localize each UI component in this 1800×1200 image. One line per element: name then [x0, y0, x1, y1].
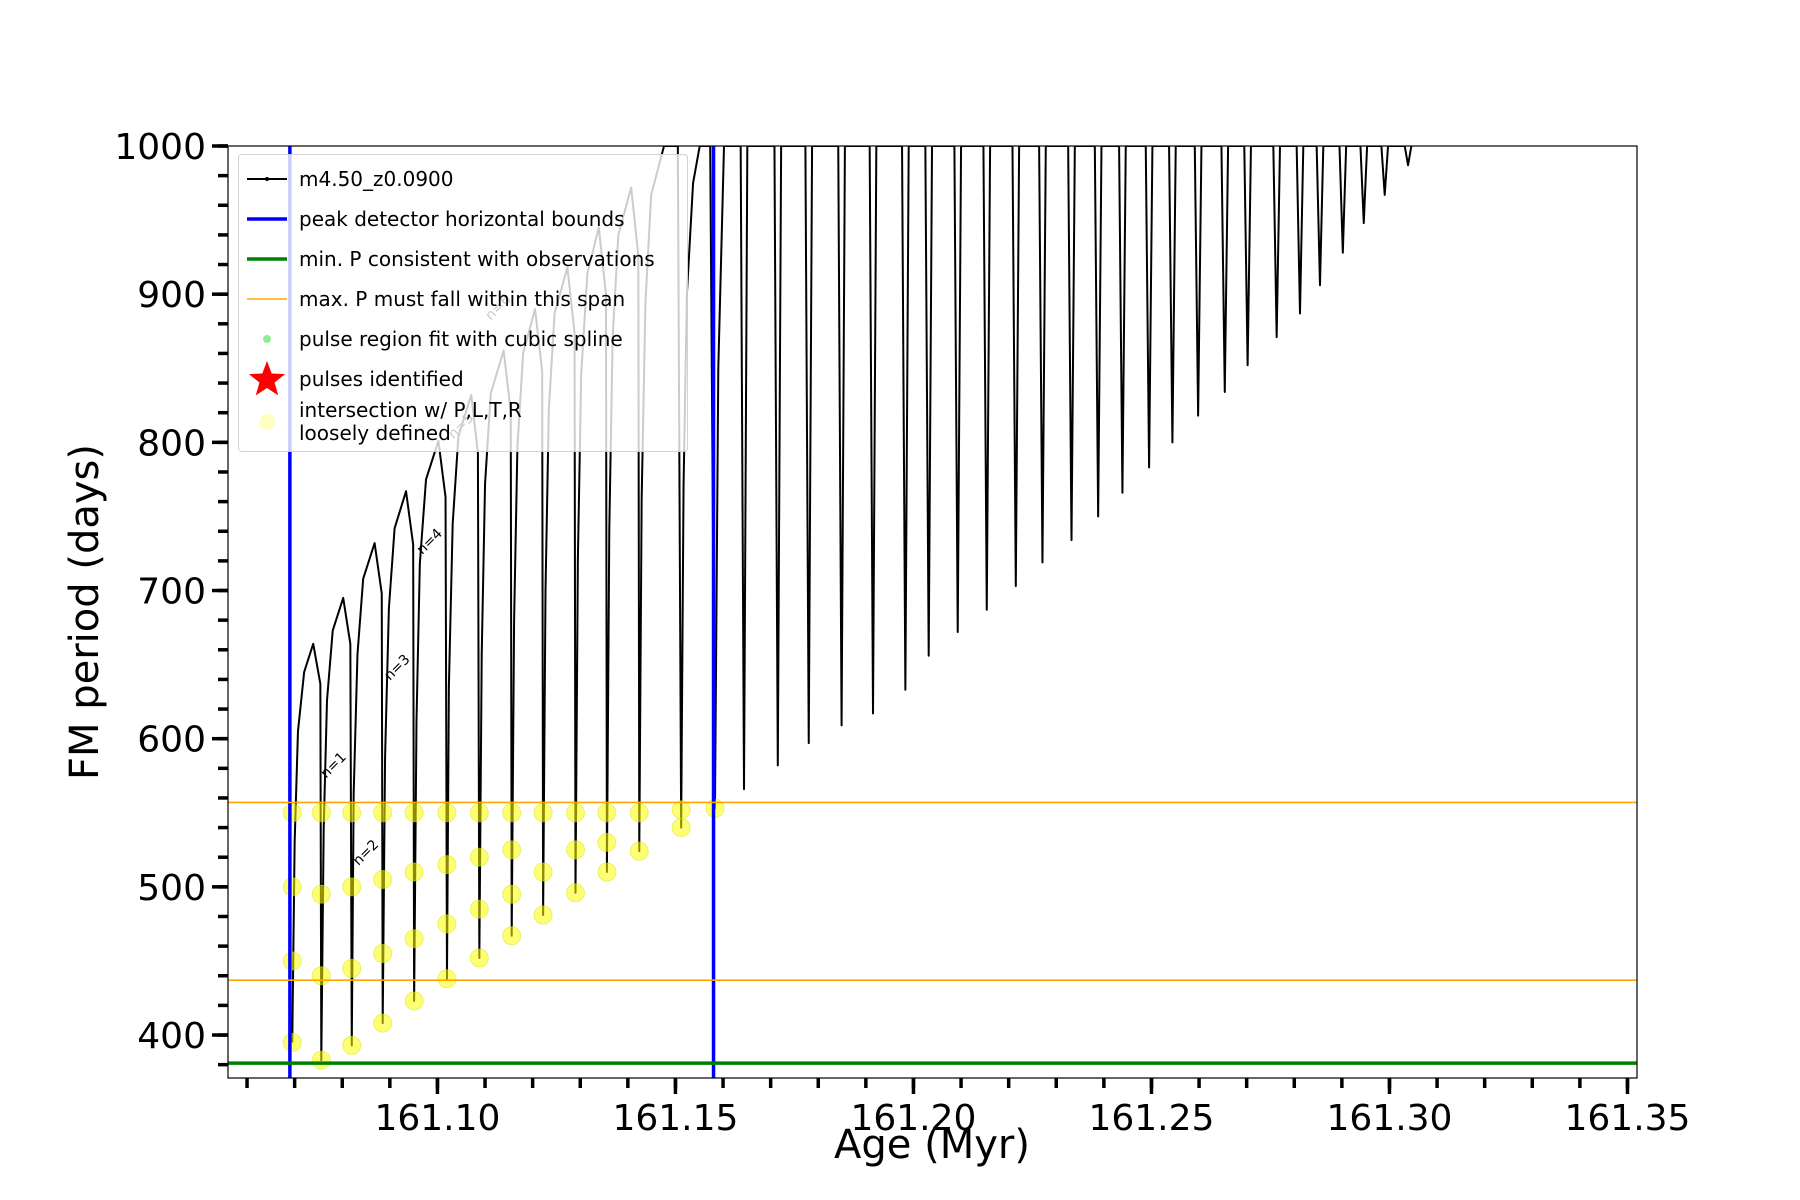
- intersection-point: [469, 899, 489, 919]
- legend-swatch: [259, 414, 275, 430]
- intersection-point: [311, 966, 331, 986]
- intersection-point: [502, 926, 522, 946]
- intersection-point: [437, 914, 457, 934]
- legend-item: min. P consistent with observations: [239, 239, 687, 279]
- axes-frame: [227, 145, 1638, 1079]
- intersection-point: [671, 818, 691, 838]
- intersection-point: [533, 905, 553, 925]
- intersection-point: [404, 803, 424, 823]
- legend-swatch: [247, 298, 287, 300]
- legend-swatch: [263, 335, 271, 343]
- intersection-point: [502, 884, 522, 904]
- legend-label: max. P must fall within this span: [299, 286, 626, 311]
- intersection-point: [629, 841, 649, 861]
- intersection-point: [342, 1035, 362, 1055]
- intersection-point: [469, 847, 489, 867]
- annotation: n=1: [318, 749, 350, 781]
- intersection-point: [282, 803, 302, 823]
- plot-area: [228, 146, 1637, 1078]
- intersection-point: [533, 862, 553, 882]
- intersection-point: [282, 951, 302, 971]
- legend-marker: [263, 335, 271, 343]
- intersection-point: [597, 803, 617, 823]
- intersection-point: [437, 855, 457, 875]
- intersection-point: [311, 1050, 331, 1070]
- legend-swatch: [248, 361, 286, 396]
- x-tick-label: 161.20: [850, 1098, 976, 1139]
- legend-marker: [248, 361, 286, 396]
- intersection-point: [342, 958, 362, 978]
- data-line: [291, 146, 1413, 1062]
- intersection-point: [565, 803, 585, 823]
- x-tick-label: 161.15: [612, 1098, 738, 1139]
- intersection-point: [565, 883, 585, 903]
- legend-marker: [259, 414, 275, 430]
- intersection-point: [629, 803, 649, 823]
- annotation: n=4: [414, 526, 446, 558]
- legend-label: min. P consistent with observations: [299, 246, 655, 271]
- intersection-point: [311, 803, 331, 823]
- intersection-point: [373, 803, 393, 823]
- legend-swatch: [247, 177, 287, 181]
- legend-swatch: [247, 217, 287, 221]
- intersection-point: [597, 862, 617, 882]
- intersection-point: [373, 869, 393, 889]
- legend-item: max. P must fall within this span: [239, 279, 687, 319]
- intersection-point: [469, 948, 489, 968]
- legend-label: peak detector horizontal bounds: [299, 206, 625, 231]
- legend-item: intersection w/ P,L,T,R loosely defined: [239, 399, 687, 445]
- y-tick-label: 800: [137, 423, 206, 464]
- intersection-point: [282, 1032, 302, 1052]
- intersection-point: [404, 991, 424, 1011]
- intersection-point: [502, 803, 522, 823]
- legend-item: m4.50_z0.0900: [239, 159, 687, 199]
- intersection-point: [404, 929, 424, 949]
- intersection-point: [565, 840, 585, 860]
- legend-swatch: [247, 257, 287, 261]
- intersection-point: [437, 969, 457, 989]
- intersection-point: [282, 877, 302, 897]
- intersection-point: [342, 803, 362, 823]
- y-axis-label: FM period (days): [62, 444, 108, 780]
- intersection-point: [373, 1013, 393, 1033]
- x-tick-label: 161.35: [1564, 1098, 1690, 1139]
- y-tick-label: 1000: [114, 127, 206, 168]
- intersection-point: [342, 877, 362, 897]
- x-axis-label: Age (Myr): [834, 1122, 1030, 1168]
- intersection-point: [533, 803, 553, 823]
- x-tick-label: 161.25: [1088, 1098, 1214, 1139]
- legend-item: peak detector horizontal bounds: [239, 199, 687, 239]
- intersection-point: [502, 840, 522, 860]
- legend-item: pulses identified: [239, 359, 687, 399]
- legend-label: intersection w/ P,L,T,R loosely defined: [299, 398, 522, 445]
- y-tick-label: 700: [137, 572, 206, 613]
- intersection-point: [437, 803, 457, 823]
- x-tick-label: 161.30: [1326, 1098, 1452, 1139]
- intersection-point: [404, 862, 424, 882]
- intersection-point: [373, 944, 393, 964]
- intersection-point: [597, 832, 617, 852]
- annotation: n=2: [350, 837, 382, 869]
- y-tick-label: 600: [137, 720, 206, 761]
- x-tick-label: 161.10: [374, 1098, 500, 1139]
- legend-label: pulses identified: [299, 366, 464, 391]
- y-tick-label: 500: [137, 868, 206, 909]
- intersection-point: [671, 800, 691, 820]
- legend-label: pulse region fit with cubic spline: [299, 326, 623, 351]
- y-tick-label: 400: [137, 1016, 206, 1057]
- legend-label: m4.50_z0.0900: [299, 166, 454, 191]
- y-tick-label: 900: [137, 275, 206, 316]
- legend-marker: [265, 177, 269, 181]
- intersection-point: [311, 884, 331, 904]
- legend-item: pulse region fit with cubic spline: [239, 319, 687, 359]
- intersection-point: [469, 803, 489, 823]
